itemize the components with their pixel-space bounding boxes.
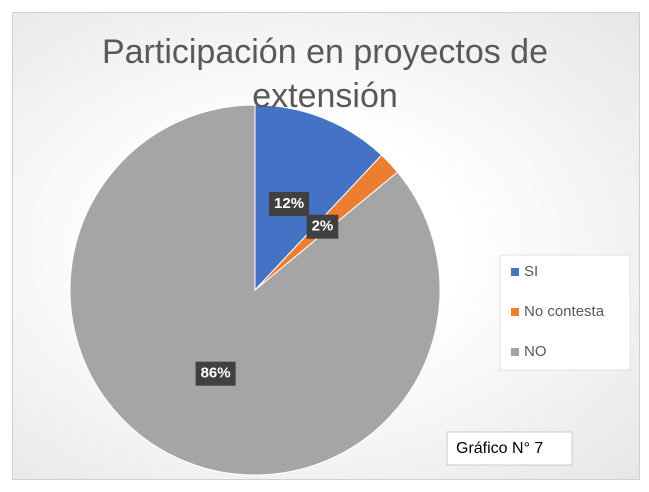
legend-swatch [511, 268, 519, 276]
data-label: 12% [274, 195, 304, 212]
chart-title: Participación en proyectos de extensión [101, 33, 549, 115]
legend-label: NO [524, 343, 547, 360]
pie-slice [69, 104, 441, 476]
data-label: 2% [312, 218, 334, 235]
legend-swatch [511, 348, 519, 356]
data-label-box [269, 191, 310, 216]
data-label: 86% [201, 365, 231, 382]
data-label-box [306, 214, 339, 239]
legend-label: SI [524, 263, 538, 280]
data-label-box [195, 361, 236, 386]
legend-swatch [511, 308, 519, 316]
annotation: Gráfico N° 7 [456, 440, 543, 457]
annotation-box [446, 431, 573, 466]
pie-slice [254, 104, 383, 292]
legend-box [499, 254, 631, 371]
legend-label: No contesta [524, 303, 605, 320]
